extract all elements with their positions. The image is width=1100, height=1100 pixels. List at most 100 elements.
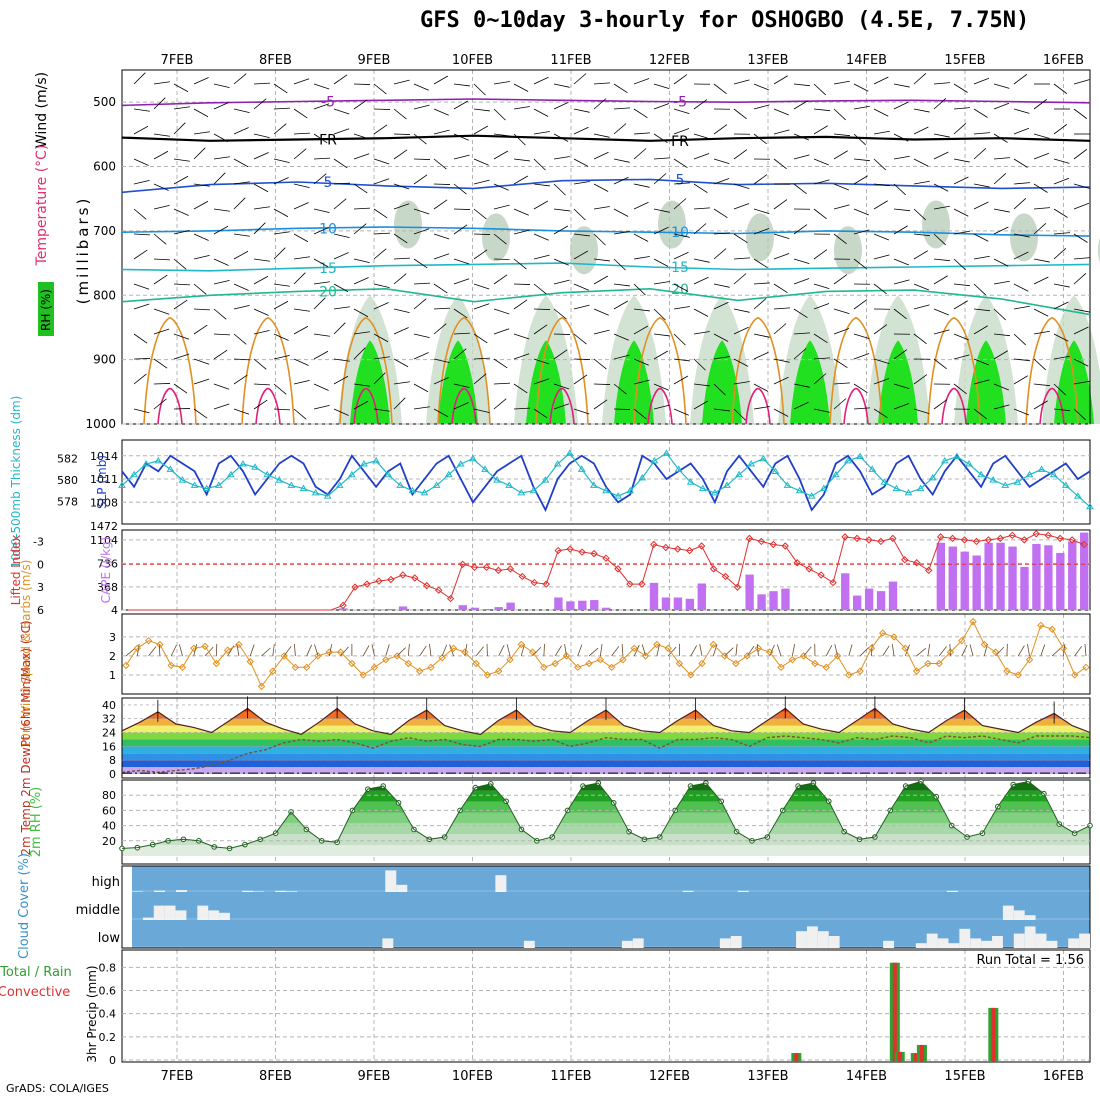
wind-barb (153, 81, 170, 85)
wind-barb (253, 98, 267, 110)
wind-barb (493, 204, 510, 210)
thickness-point (771, 467, 780, 475)
wind-barb (393, 133, 411, 135)
wind-barb (773, 233, 790, 240)
wind-barb (633, 201, 649, 210)
wind-point (686, 671, 695, 679)
rh-shade-mid (746, 213, 774, 262)
wind-barb (273, 158, 290, 163)
wind-point (280, 652, 288, 660)
rh-shade-high (966, 340, 1006, 424)
wind-barb-10m (656, 644, 660, 656)
wind-barb (953, 208, 969, 217)
wind-ylabel: 10m Wind Speed & Barbs (m/s) (19, 560, 33, 749)
wind-barb (1073, 272, 1087, 285)
rh-tick: 60 (102, 804, 116, 817)
wind-barb (933, 275, 948, 285)
wind-barb (573, 374, 588, 385)
wind-barb (373, 372, 386, 385)
wind-barb (293, 308, 310, 312)
wind-barb (713, 83, 727, 95)
wind-barb (673, 74, 688, 85)
wind-barb (853, 299, 868, 310)
wind-barb (973, 77, 990, 85)
wind-barb (633, 325, 649, 335)
wind-barb-10m (125, 647, 136, 657)
wind-barb (393, 327, 409, 335)
wind-barb-10m (136, 643, 140, 656)
wind-barb (1033, 308, 1049, 317)
wind-barb (133, 333, 148, 344)
wind-barb (773, 323, 787, 335)
wind-point (517, 640, 526, 649)
wind-barb (933, 358, 947, 370)
page-title: GFS 0~10day 3-hourly for OSHOGBO (4.5E, … (420, 8, 1030, 33)
temp-contour-warm (143, 316, 197, 425)
precip-run-total: Run Total = 1.56 (976, 953, 1084, 968)
wind-point (167, 661, 175, 670)
wind-barb (193, 233, 209, 241)
wind-barb (1053, 83, 1068, 94)
wind-barb (953, 107, 970, 110)
wind-barb (173, 175, 189, 185)
wind-barb (353, 400, 369, 410)
wind-barb (213, 258, 229, 266)
wind-barb-10m (340, 646, 349, 657)
rh-shade-high (702, 340, 742, 424)
li-point (841, 533, 849, 541)
rh-band (122, 823, 1090, 835)
wind-barb (733, 408, 746, 421)
wind-barb (373, 283, 390, 288)
wind-barb (693, 258, 710, 263)
cape-tick: 4 (111, 604, 118, 617)
wind-barb (593, 233, 606, 246)
wind-barb-10m (261, 647, 271, 657)
thickness-point (372, 456, 380, 464)
cloud-bar (926, 933, 938, 948)
wind-barb (453, 308, 468, 319)
thickness-point (977, 470, 985, 478)
wind-barb (213, 172, 226, 185)
wind-barb (673, 251, 689, 260)
wind-barb (693, 99, 708, 110)
thickness-point (565, 449, 574, 456)
wind-barb (273, 208, 289, 218)
wind-barb (753, 258, 768, 269)
wind-barb (133, 249, 148, 260)
cape-bar (578, 600, 587, 610)
wind-barb (733, 108, 747, 120)
wind-barb (1073, 183, 1090, 189)
wind-barb (133, 125, 149, 135)
thickness-point (590, 481, 598, 488)
wind-barb (853, 229, 870, 235)
thickness-point (1086, 502, 1094, 510)
wind-barb (413, 174, 428, 185)
wind-barb (513, 208, 529, 216)
date-label-top: 16FEB (1043, 53, 1084, 68)
li-point (650, 540, 658, 549)
wind-point (494, 667, 503, 675)
wind-barb (293, 380, 310, 385)
wind-barb (173, 230, 190, 235)
temp-contour-warm (535, 316, 589, 425)
wind-barb (533, 183, 550, 187)
wind-barb (333, 198, 347, 210)
isotherm-label: -5 (673, 95, 687, 111)
wind-barb (1033, 258, 1050, 263)
wind-barb (453, 402, 469, 410)
wind-barb (773, 307, 790, 310)
wind-barb (1013, 127, 1030, 135)
wind-barb (293, 256, 310, 260)
profile-ytick: 800 (93, 288, 116, 302)
wind-barb (853, 258, 867, 270)
wind-barb (953, 300, 968, 310)
rh-line (121, 780, 1091, 849)
li-point (542, 580, 550, 588)
cape-tick: 736 (97, 557, 118, 570)
wind-barb (353, 153, 370, 160)
wind-barb (453, 383, 470, 388)
wind-barb (453, 183, 467, 195)
wind-barb (673, 198, 687, 210)
wind-barb (473, 408, 490, 413)
